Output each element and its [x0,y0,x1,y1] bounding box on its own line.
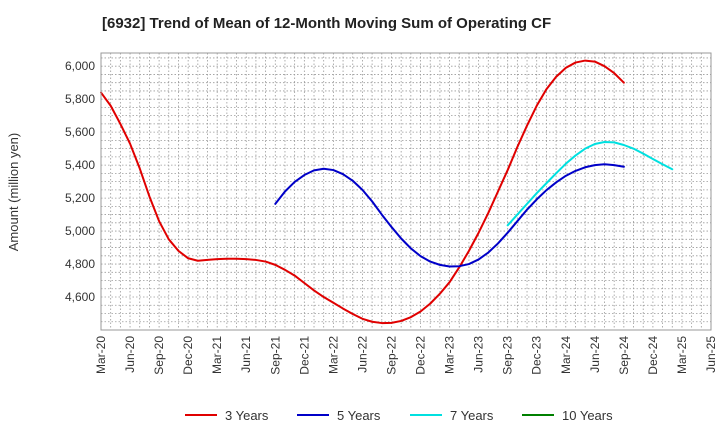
x-tick-label: Sep-22 [384,336,398,375]
series-group [100,59,674,325]
x-tick-label: Mar-23 [443,336,457,374]
plot-frame [100,52,712,331]
y-tick-label: 6,000 [65,59,95,73]
x-tick-label: Dec-24 [646,336,660,375]
chart-title: [6932] Trend of Mean of 12-Month Moving … [102,15,551,32]
legend-label: 5 Years [337,408,381,423]
x-tick-label: Jun-22 [355,336,369,373]
x-tick-label: Sep-23 [501,336,515,375]
x-tick-label: Sep-21 [268,336,282,375]
x-tick-label: Mar-20 [94,336,108,374]
y-tick-label: 4,800 [65,257,95,271]
y-tick-label: 5,800 [65,92,95,106]
legend-label: 10 Years [562,408,613,423]
x-tick-label: Jun-20 [123,336,137,373]
y-tick-label: 5,200 [65,191,95,205]
y-axis-label: Amount (million yen) [6,133,21,252]
x-tick-label: Dec-23 [530,336,544,375]
x-tick-label: Dec-22 [414,336,428,375]
x-tick-label: Dec-20 [181,336,195,375]
y-tick-label: 5,600 [65,125,95,139]
x-tick-label: Jun-24 [588,336,602,373]
legend-label: 3 Years [225,408,269,423]
legend: 3 Years 5 Years 7 Years 10 Years [185,408,613,423]
x-axis-ticks: Mar-20 Jun-20 Sep-20 Dec-20 Mar-21 Jun-21 Sep-… [94,336,718,375]
y-tick-label: 5,000 [65,224,95,238]
x-tick-label: Jun-23 [472,336,486,373]
x-tick-label: Mar-25 [675,336,689,374]
x-tick-label: Mar-22 [326,336,340,374]
x-tick-label: Jun-21 [239,336,253,373]
y-tick-label: 5,400 [65,158,95,172]
legend-label: 7 Years [450,408,494,423]
x-tick-label: Dec-21 [297,336,311,375]
series-line-5-years [274,163,625,268]
series-line-3-years [100,59,625,325]
grid [101,53,711,330]
series-line-7-years [506,141,674,227]
x-tick-label: Mar-21 [210,336,224,374]
x-tick-label: Mar-24 [559,336,573,374]
x-tick-label: Sep-20 [152,336,166,375]
y-axis-ticks: 4,600 4,800 5,000 5,200 5,400 5,600 5,800 6,000 [65,59,95,304]
x-tick-label: Sep-24 [617,336,631,375]
y-tick-label: 4,600 [65,290,95,304]
x-tick-label: Jun-25 [704,336,718,373]
